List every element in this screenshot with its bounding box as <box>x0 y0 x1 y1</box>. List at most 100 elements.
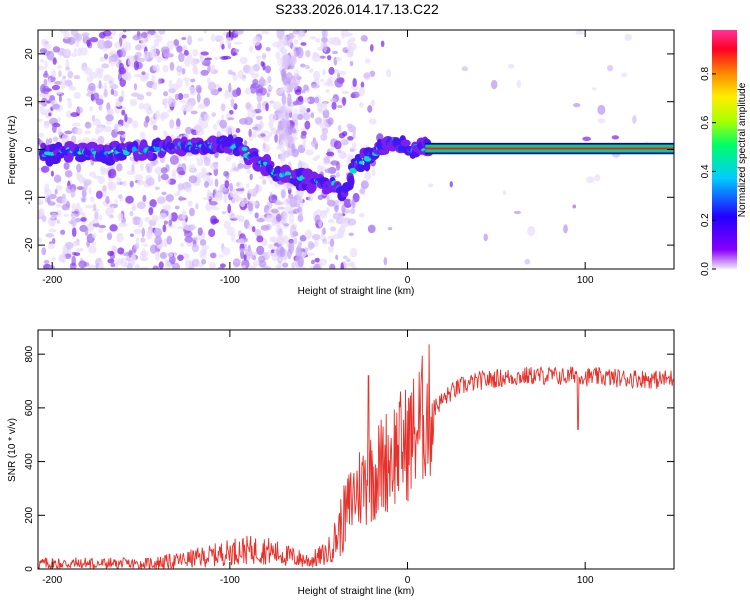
spectrogram-ylabel: Frequency (Hz) <box>7 116 18 185</box>
noise-speckle <box>516 80 522 89</box>
noise-speckle <box>153 32 159 39</box>
noise-speckle <box>118 96 124 103</box>
noise-speckle <box>51 69 57 78</box>
noise-speckle <box>154 110 161 120</box>
noise-speckle <box>47 243 56 249</box>
noise-speckle <box>169 61 175 71</box>
noise-speckle <box>47 78 52 87</box>
noise-column <box>291 261 296 269</box>
noise-speckle <box>306 252 315 256</box>
noise-speckle <box>351 198 356 209</box>
noise-speckle <box>320 133 328 141</box>
noise-speckle <box>268 113 277 123</box>
noise-speckle <box>195 84 202 93</box>
noise-speckle <box>271 253 279 262</box>
noise-speckle <box>159 252 168 259</box>
noise-speckle <box>94 211 99 221</box>
y-tick-label: 800 <box>24 345 35 362</box>
noise-speckle <box>330 160 339 166</box>
noise-speckle <box>46 100 51 104</box>
noise-speckle <box>262 142 266 150</box>
noise-speckle <box>162 130 168 134</box>
noise-speckle <box>70 212 77 217</box>
x-tick-label: -200 <box>42 575 62 586</box>
noise-speckle <box>84 121 92 129</box>
noise-speckle <box>238 238 245 244</box>
x-tick-label: -100 <box>220 275 240 286</box>
noise-speckle <box>69 262 77 269</box>
noise-speckle <box>114 41 121 49</box>
y-tick-label: -10 <box>24 190 35 205</box>
noise-speckle <box>84 130 92 135</box>
noise-speckle <box>43 78 48 87</box>
noise-column <box>283 54 291 68</box>
noise-speckle <box>46 197 51 204</box>
noise-speckle <box>200 69 209 76</box>
noise-speckle <box>315 154 321 159</box>
noise-speckle <box>95 125 104 133</box>
noise-speckle <box>248 128 252 138</box>
noise-speckle <box>140 37 147 45</box>
noise-speckle <box>303 84 309 91</box>
noise-speckle <box>177 183 185 191</box>
noise-speckle <box>329 238 335 247</box>
noise-speckle <box>78 174 84 184</box>
noise-speckle <box>89 105 93 112</box>
noise-speckle <box>167 109 172 113</box>
spectrogram-marks <box>38 30 674 269</box>
noise-speckle <box>632 115 637 124</box>
noise-speckle <box>255 55 262 60</box>
noise-speckle <box>211 112 217 117</box>
noise-speckle <box>48 137 53 144</box>
noise-column <box>293 194 302 208</box>
noise-speckle <box>299 235 307 242</box>
noise-speckle <box>184 105 189 111</box>
noise-speckle <box>449 181 453 188</box>
colorbar-ticks: 0.0 0.2 0.4 0.6 0.8 <box>700 67 716 276</box>
noise-speckle <box>282 262 289 268</box>
noise-speckle <box>260 75 265 84</box>
noise-speckle <box>95 67 104 74</box>
noise-speckle <box>427 183 434 188</box>
noise-speckle <box>71 203 76 212</box>
noise-speckle <box>229 169 233 173</box>
noise-column <box>292 107 299 119</box>
noise-speckle <box>117 130 126 135</box>
noise-column <box>289 225 297 238</box>
noise-speckle <box>169 154 179 165</box>
noise-speckle <box>103 40 113 49</box>
noise-speckle <box>187 52 193 61</box>
noise-speckle <box>369 44 374 52</box>
noise-speckle <box>227 69 233 75</box>
snr-frame <box>37 329 675 570</box>
noise-speckle <box>195 127 205 136</box>
noise-speckle <box>347 218 357 226</box>
noise-speckle <box>320 78 324 82</box>
noise-speckle <box>149 163 153 173</box>
noise-speckle <box>146 91 152 97</box>
noise-speckle <box>203 30 208 34</box>
noise-speckle <box>149 244 158 254</box>
noise-speckle <box>221 43 225 50</box>
noise-speckle <box>323 82 331 86</box>
noise-speckle <box>150 45 157 55</box>
noise-speckle <box>168 219 173 227</box>
noise-speckle <box>199 239 207 247</box>
noise-speckle <box>89 37 99 43</box>
noise-speckle <box>110 205 115 213</box>
noise-speckle <box>109 224 118 232</box>
noise-speckle <box>58 93 62 103</box>
noise-speckle <box>175 126 181 130</box>
noise-speckle <box>252 63 260 72</box>
noise-speckle <box>176 45 183 53</box>
noise-speckle <box>264 65 272 74</box>
noise-speckle <box>256 59 260 65</box>
noise-speckle <box>98 224 106 229</box>
noise-speckle <box>188 224 196 231</box>
noise-speckle <box>330 226 336 232</box>
noise-speckle <box>226 226 236 236</box>
noise-speckle <box>38 237 43 244</box>
noise-speckle <box>132 120 139 129</box>
noise-speckle <box>136 179 145 186</box>
